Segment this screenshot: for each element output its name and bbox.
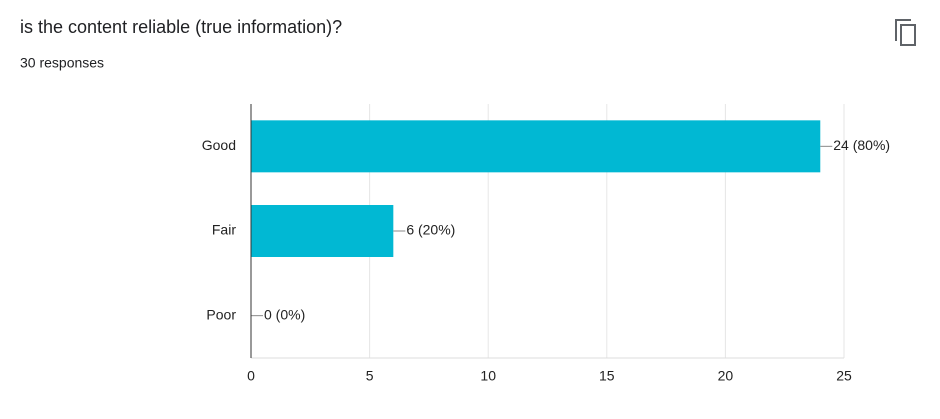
chart-subtitle: 30 responses (20, 55, 104, 71)
bar (251, 205, 394, 257)
y-tick-label: Poor (206, 306, 236, 322)
chart-title: is the content reliable (true informatio… (20, 17, 342, 37)
data-label: 0 (0%) (264, 306, 305, 322)
x-tick-label: 15 (599, 368, 615, 384)
x-tick-label: 20 (718, 368, 734, 384)
data-label: 24 (80%) (833, 137, 890, 153)
copy-icon-front (900, 24, 916, 46)
copy-icon[interactable] (895, 19, 916, 46)
copy-icon-back (895, 19, 911, 41)
x-tick-label: 25 (836, 368, 852, 384)
x-tick-label: 5 (366, 368, 374, 384)
data-label: 6 (20%) (406, 222, 455, 238)
bar (251, 120, 821, 173)
x-tick-label: 10 (480, 368, 496, 384)
y-tick-label: Good (202, 137, 236, 153)
x-tick-label: 0 (247, 368, 255, 384)
y-tick-label: Fair (212, 222, 236, 238)
